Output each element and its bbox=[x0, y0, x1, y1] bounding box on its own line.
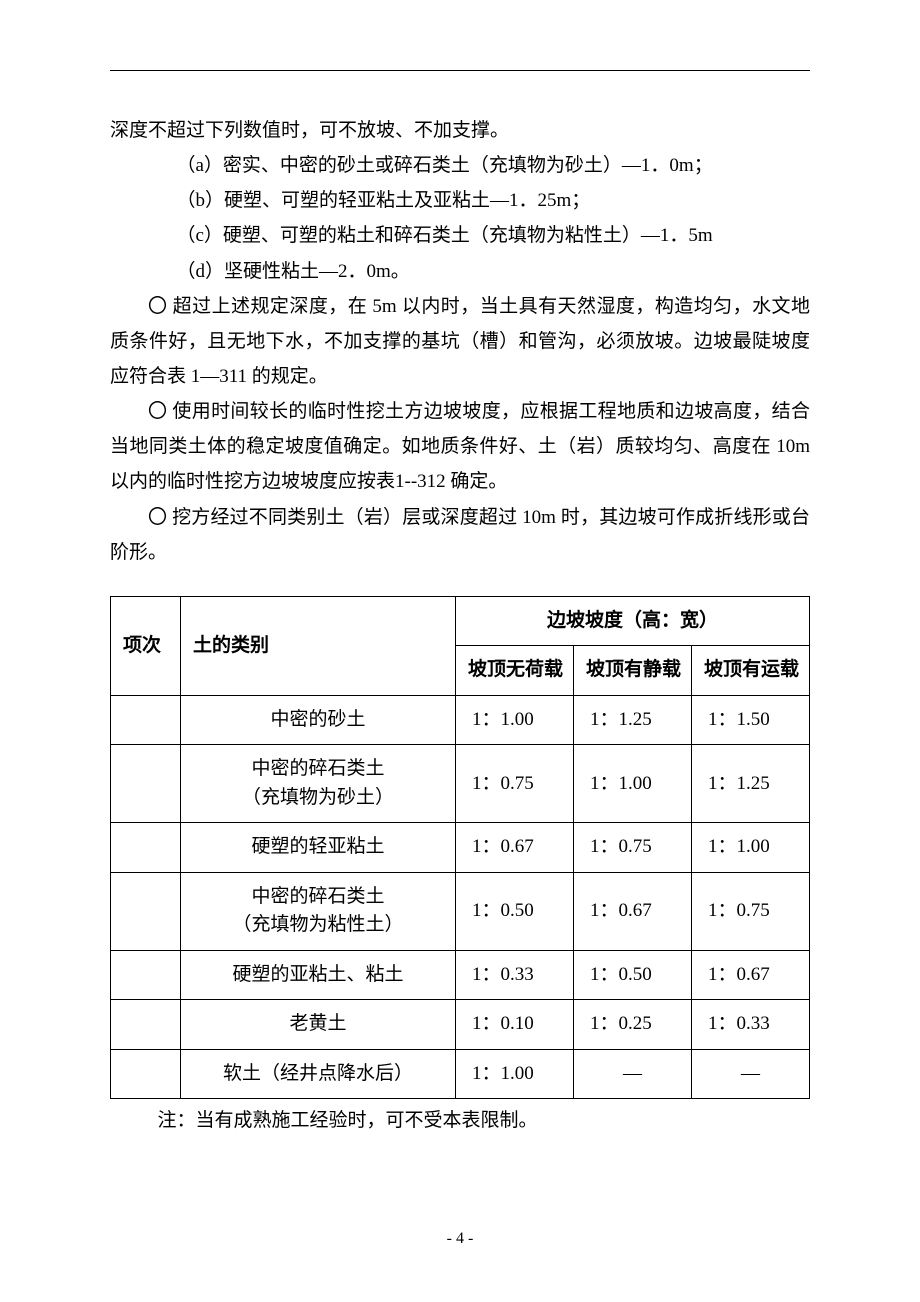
cell-value: 1：1.25 bbox=[574, 695, 692, 745]
cell-value: 1：0.67 bbox=[692, 950, 810, 1000]
page-number: - 4 - bbox=[0, 1230, 920, 1248]
page: 深度不超过下列数值时，可不放坡、不加支撑。 （a）密实、中密的砂土或碎石类土（充… bbox=[0, 0, 920, 1198]
paragraph: 〇 挖方经过不同类别土（岩）层或深度超过 10m 时，其边坡可作成折线形或台阶形… bbox=[110, 500, 810, 570]
cell-soil: 软土（经井点降水后） bbox=[181, 1049, 456, 1099]
cell-seq bbox=[111, 872, 181, 950]
cell-seq bbox=[111, 823, 181, 873]
list-item-a: （a）密实、中密的砂土或碎石类土（充填物为砂土）—1．0m； bbox=[110, 148, 810, 183]
cell-value: 1：0.50 bbox=[456, 872, 574, 950]
list-item-c: （c）硬塑、可塑的粘土和碎石类土（充填物为粘性土）—1．5m bbox=[110, 218, 810, 253]
cell-value: 1：0.10 bbox=[456, 1000, 574, 1050]
table-row: 中密的碎石类土 （充填物为砂土）1：0.751：1.001：1.25 bbox=[111, 745, 810, 823]
cell-soil: 硬塑的亚粘土、粘土 bbox=[181, 950, 456, 1000]
cell-value: 1：0.75 bbox=[692, 872, 810, 950]
cell-seq bbox=[111, 695, 181, 745]
table-row: 中密的砂土1：1.001：1.251：1.50 bbox=[111, 695, 810, 745]
cell-soil: 老黄土 bbox=[181, 1000, 456, 1050]
cell-soil: 中密的碎石类土 （充填物为粘性土） bbox=[181, 872, 456, 950]
slope-table: 项次 土的类别 边坡坡度（高：宽） 坡顶无荷载 坡顶有静载 坡顶有运载 中密的砂… bbox=[110, 596, 810, 1100]
cell-value: 1：1.00 bbox=[456, 1049, 574, 1099]
table-subheader-static: 坡顶有静载 bbox=[574, 646, 692, 696]
cell-value: 1：0.67 bbox=[456, 823, 574, 873]
cell-value: 1：0.75 bbox=[574, 823, 692, 873]
cell-value: 1：0.67 bbox=[574, 872, 692, 950]
table-header-row: 项次 土的类别 边坡坡度（高：宽） bbox=[111, 596, 810, 646]
horizontal-rule bbox=[110, 70, 810, 71]
table-row: 硬塑的亚粘土、粘土1：0.331：0.501：0.67 bbox=[111, 950, 810, 1000]
cell-value: 1：0.33 bbox=[456, 950, 574, 1000]
cell-value: 1：1.00 bbox=[574, 745, 692, 823]
paragraph: 〇 使用时间较长的临时性挖土方边坡坡度，应根据工程地质和边坡高度，结合当地同类土… bbox=[110, 394, 810, 499]
paragraph: 〇 超过上述规定深度，在 5m 以内时，当土具有天然湿度，构造均匀，水文地质条件… bbox=[110, 289, 810, 394]
cell-seq bbox=[111, 1000, 181, 1050]
table-row: 中密的碎石类土 （充填物为粘性土）1：0.501：0.671：0.75 bbox=[111, 872, 810, 950]
table-subheader-transit: 坡顶有运载 bbox=[692, 646, 810, 696]
cell-value: 1：0.75 bbox=[456, 745, 574, 823]
cell-soil: 中密的砂土 bbox=[181, 695, 456, 745]
cell-seq bbox=[111, 950, 181, 1000]
cell-value: 1：1.50 bbox=[692, 695, 810, 745]
table-header-seq: 项次 bbox=[111, 596, 181, 695]
cell-value: — bbox=[574, 1049, 692, 1099]
cell-value: — bbox=[692, 1049, 810, 1099]
table-row: 硬塑的轻亚粘土1：0.671：0.751：1.00 bbox=[111, 823, 810, 873]
table-body: 中密的砂土1：1.001：1.251：1.50中密的碎石类土 （充填物为砂土）1… bbox=[111, 695, 810, 1099]
table-subheader-noload: 坡顶无荷载 bbox=[456, 646, 574, 696]
cell-value: 1：0.25 bbox=[574, 1000, 692, 1050]
cell-seq bbox=[111, 1049, 181, 1099]
table-header-group: 边坡坡度（高：宽） bbox=[456, 596, 810, 646]
cell-value: 1：1.00 bbox=[456, 695, 574, 745]
cell-soil: 硬塑的轻亚粘土 bbox=[181, 823, 456, 873]
table-header-soil: 土的类别 bbox=[181, 596, 456, 695]
cell-value: 1：0.50 bbox=[574, 950, 692, 1000]
paragraph: 深度不超过下列数值时，可不放坡、不加支撑。 bbox=[110, 113, 810, 148]
cell-soil: 中密的碎石类土 （充填物为砂土） bbox=[181, 745, 456, 823]
cell-value: 1：1.00 bbox=[692, 823, 810, 873]
list-item-d: （d）坚硬性粘土—2．0m。 bbox=[110, 254, 810, 289]
table-row: 软土（经井点降水后）1：1.00—— bbox=[111, 1049, 810, 1099]
cell-seq bbox=[111, 745, 181, 823]
table-note: 注：当有成熟施工经验时，可不受本表限制。 bbox=[110, 1103, 810, 1138]
cell-value: 1：1.25 bbox=[692, 745, 810, 823]
table-row: 老黄土1：0.101：0.251：0.33 bbox=[111, 1000, 810, 1050]
table-head: 项次 土的类别 边坡坡度（高：宽） 坡顶无荷载 坡顶有静载 坡顶有运载 bbox=[111, 596, 810, 695]
cell-value: 1：0.33 bbox=[692, 1000, 810, 1050]
list-item-b: （b）硬塑、可塑的轻亚粘土及亚粘土—1．25m； bbox=[110, 183, 810, 218]
